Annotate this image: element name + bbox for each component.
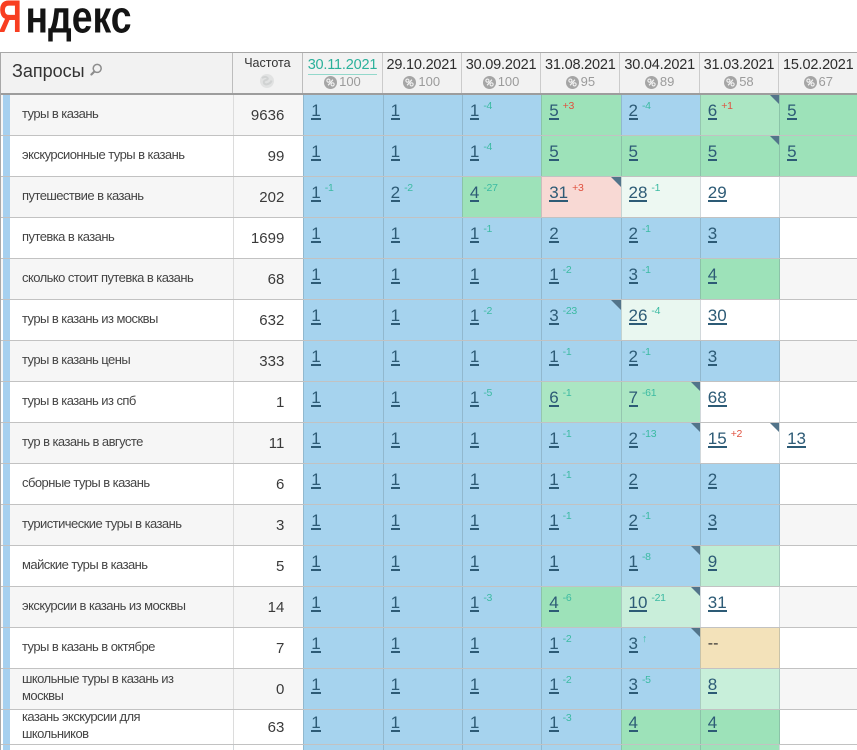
svg-text:ндекс: ндекс [26, 0, 132, 42]
svg-text:Я: Я [0, 0, 22, 42]
